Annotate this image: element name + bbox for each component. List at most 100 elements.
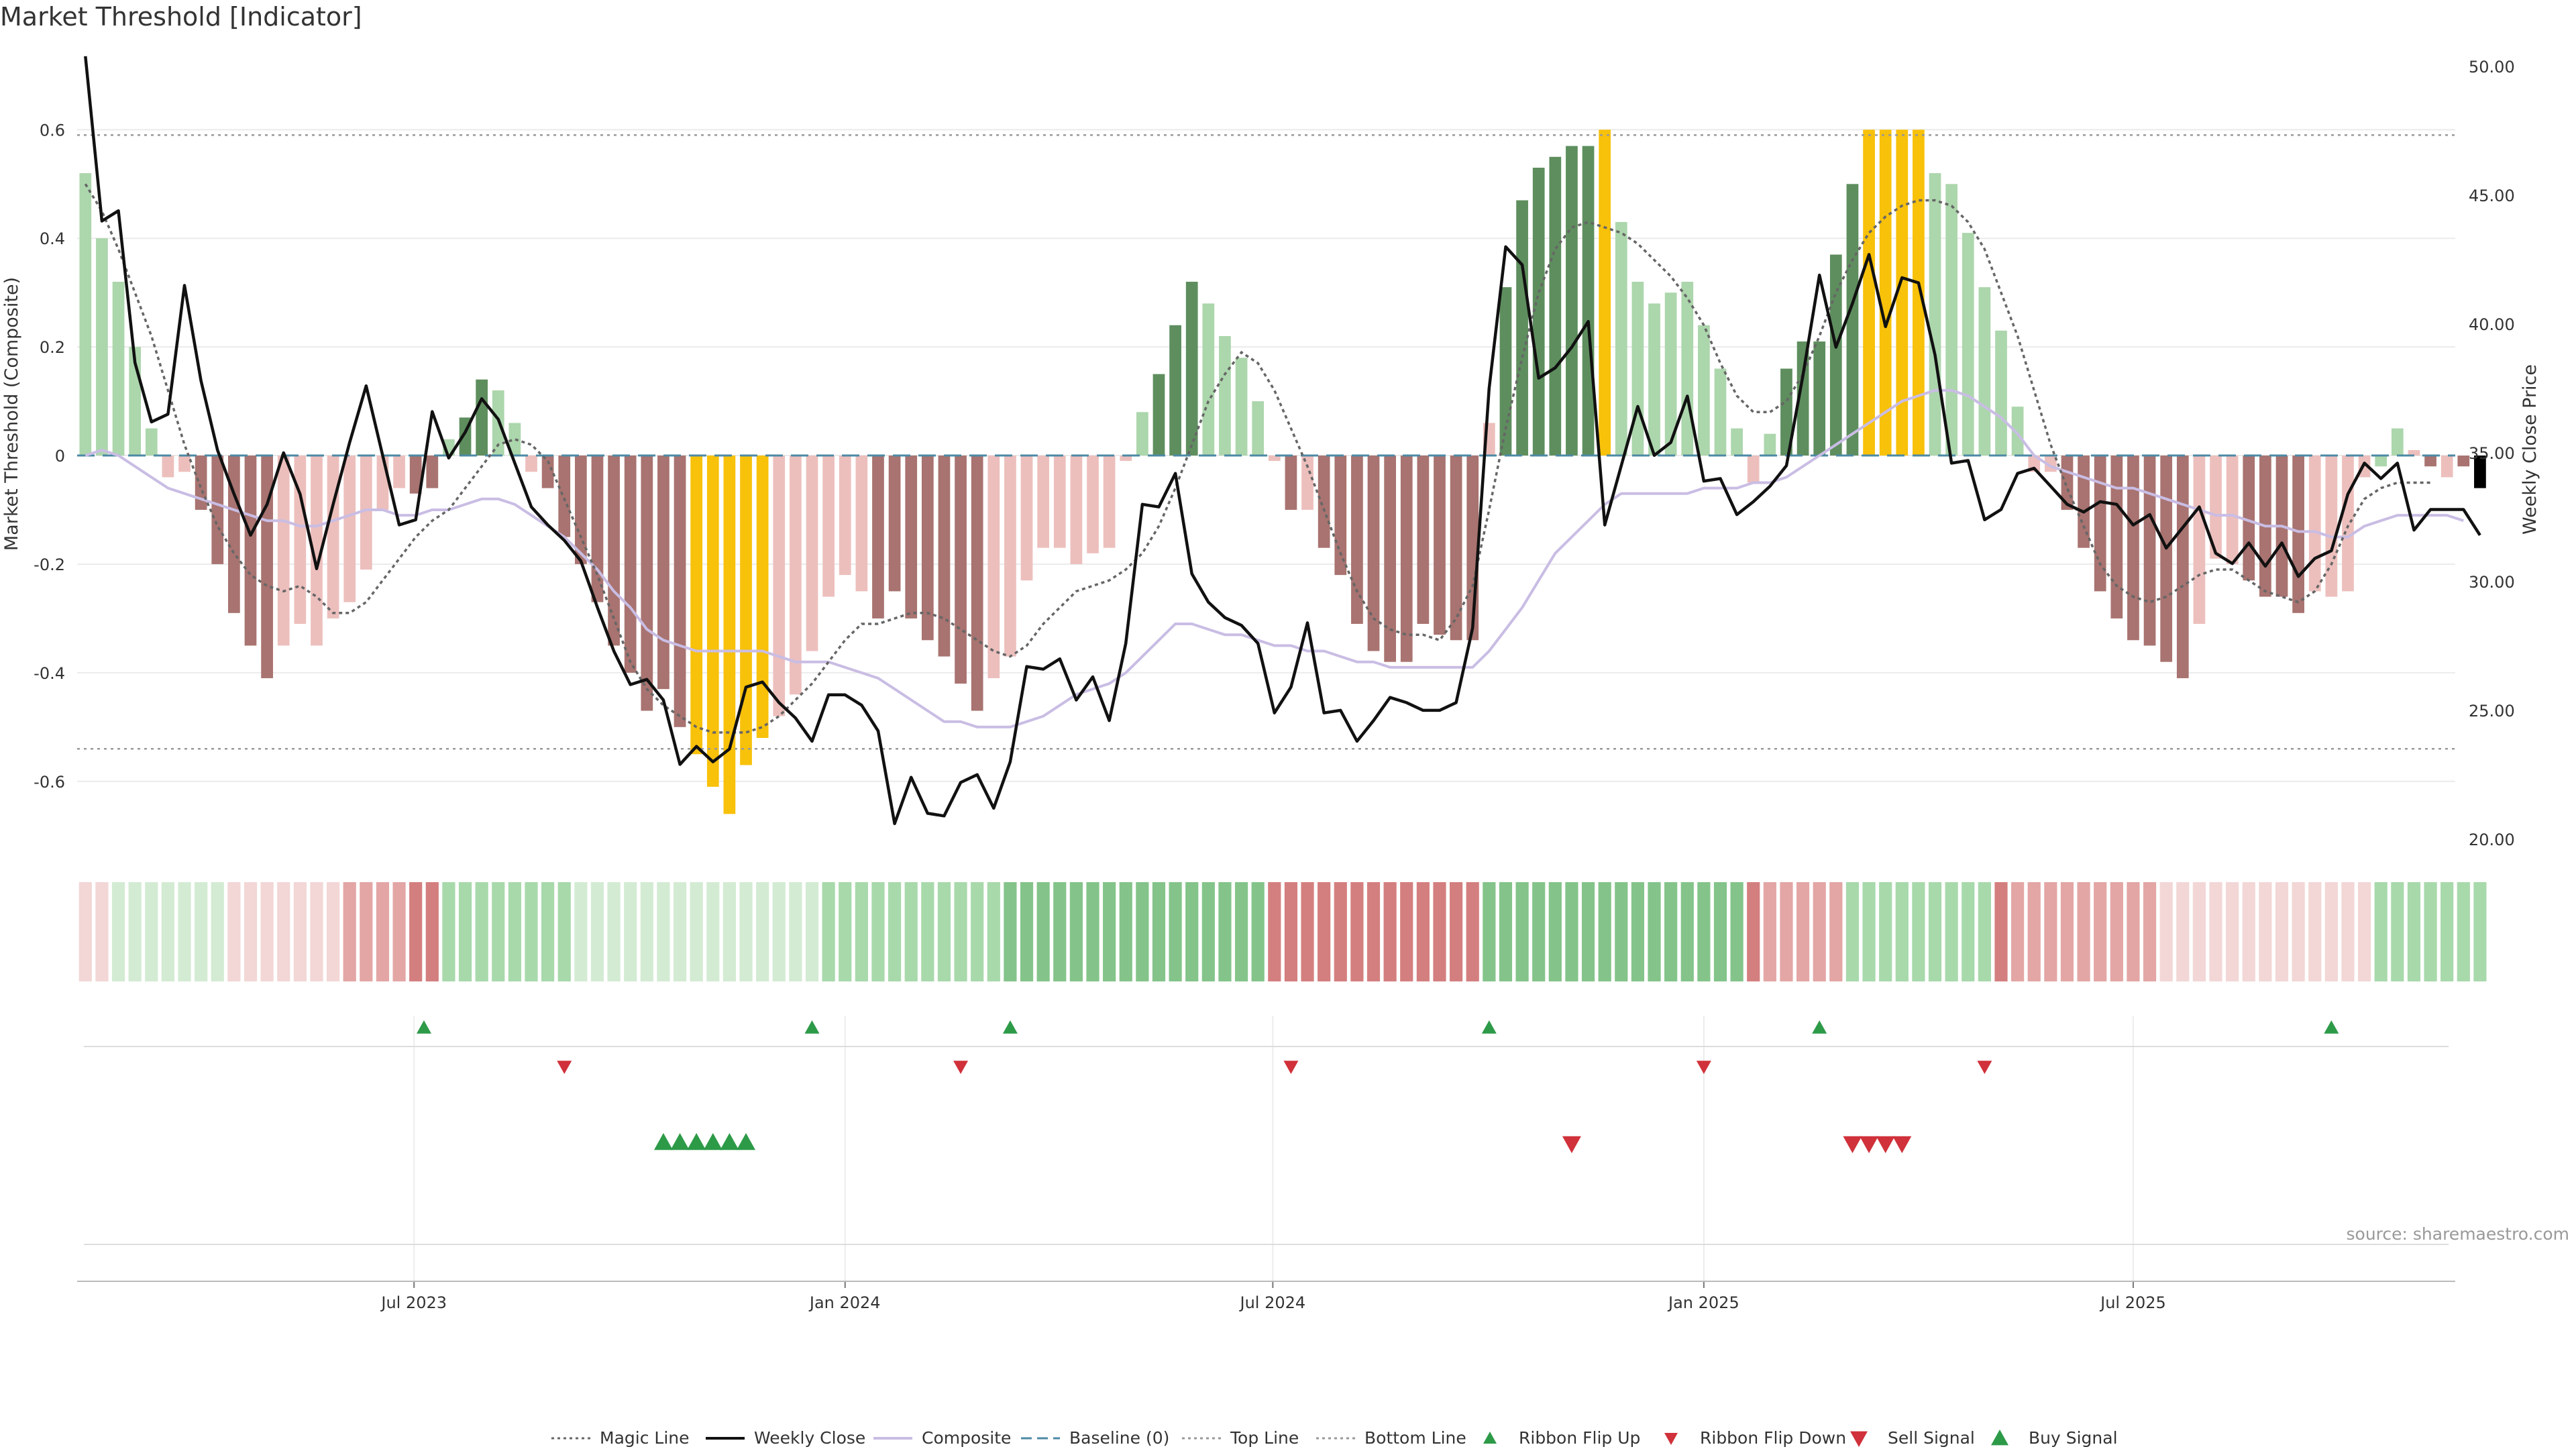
ribbon-cell: [937, 882, 951, 981]
ribbon-cell: [1136, 882, 1149, 981]
ribbon-cell: [178, 882, 191, 981]
threshold-bar: [1400, 455, 1413, 662]
ribbon-cell: [1978, 882, 1991, 981]
threshold-bar: [641, 455, 653, 711]
threshold-bar: [806, 455, 818, 651]
ribbon-cell: [690, 882, 703, 981]
ribbon-cell: [2424, 882, 2437, 981]
ribbon-cell: [2226, 882, 2239, 981]
ribbon-cell: [2457, 882, 2470, 981]
ribbon-cell: [244, 882, 258, 981]
ribbon-cell: [1366, 882, 1381, 981]
ribbon-cell: [508, 882, 521, 981]
ribbon-cell: [1994, 882, 2008, 981]
ribbon-cell: [1466, 882, 1479, 981]
legend-label: Sell Signal: [1888, 1428, 1975, 1448]
ribbon-cell: [376, 882, 390, 981]
ribbon-cell: [1103, 882, 1116, 981]
threshold-bar: [706, 455, 719, 787]
y2-tick-label: 25.00: [2469, 702, 2515, 720]
legend-label: Composite: [922, 1428, 1011, 1448]
ribbon-cell: [756, 882, 769, 981]
threshold-bar: [409, 455, 422, 494]
ribbon-cell: [1400, 882, 1413, 981]
threshold-bar: [1681, 282, 1694, 456]
ribbon-cell: [2292, 882, 2305, 981]
threshold-bar: [211, 455, 224, 564]
y-tick-label: -0.4: [34, 664, 65, 683]
ribbon-cell: [2308, 882, 2322, 981]
ribbon-flip-up-marker: [1481, 1020, 1497, 1034]
threshold-bar: [1301, 455, 1313, 510]
threshold-bar: [839, 455, 851, 576]
ribbon-cell: [1318, 882, 1331, 981]
threshold-bar: [178, 455, 191, 472]
threshold-bar: [476, 379, 488, 456]
ribbon-cell: [1879, 882, 1892, 981]
x-tick-label: Jan 2024: [808, 1293, 881, 1312]
ribbon-cell: [2473, 882, 2487, 981]
ribbon-cell: [2060, 882, 2074, 981]
threshold-bar: [426, 455, 439, 488]
threshold-bar: [1813, 341, 1826, 456]
legend-swatch: [1991, 1430, 2008, 1446]
threshold-bar: [1136, 412, 1148, 456]
threshold-bar: [624, 455, 637, 673]
threshold-bar: [1879, 129, 1892, 456]
threshold-bar: [1185, 282, 1198, 456]
legend-entry: Magic Line: [551, 1428, 690, 1448]
ribbon-flip-down-marker: [953, 1061, 969, 1074]
threshold-bar: [1896, 129, 1909, 456]
ribbon-cell: [442, 882, 455, 981]
y2-tick-label: 50.00: [2469, 58, 2515, 76]
ribbon-cell: [2242, 882, 2255, 981]
threshold-bar: [790, 455, 802, 695]
buy-signal-marker: [737, 1133, 756, 1150]
ribbon-cell: [260, 882, 274, 981]
threshold-bar: [1004, 455, 1016, 657]
y2-tick-label: 35.00: [2469, 444, 2515, 463]
ribbon-cell: [227, 882, 241, 981]
legend-entry: Weekly Close: [706, 1428, 865, 1448]
buy-signal-marker: [703, 1133, 722, 1150]
ribbon-cell: [2259, 882, 2272, 981]
threshold-bar: [558, 455, 571, 537]
y-axis-label: Market Threshold (Composite): [1, 277, 22, 551]
threshold-bar: [1037, 455, 1050, 548]
ribbon-cell: [541, 882, 555, 981]
y-tick-label: -0.6: [34, 773, 65, 792]
threshold-bar: [376, 455, 389, 510]
threshold-bar: [740, 455, 752, 765]
threshold-bar: [1384, 455, 1396, 662]
ribbon-cell: [1416, 882, 1430, 981]
ribbon-cell: [1450, 882, 1463, 981]
ribbon-cell: [1119, 882, 1132, 981]
threshold-bar: [591, 455, 604, 602]
ribbon-cell: [1020, 882, 1034, 981]
chart-title: Market Threshold [Indicator]: [0, 2, 362, 32]
source-credit: source: sharemaestro.com: [2347, 1224, 2570, 1244]
threshold-bar: [971, 455, 983, 711]
threshold-bar: [955, 455, 967, 684]
legend-entry: Baseline (0): [1021, 1428, 1169, 1448]
ribbon-cell: [326, 882, 340, 981]
ribbon-cell: [1796, 882, 1810, 981]
ribbon-cell: [1218, 882, 1232, 981]
y2-axis-label: Weekly Close Price: [2520, 364, 2540, 535]
threshold-bar: [756, 455, 769, 738]
ribbon-cell: [2341, 882, 2355, 981]
threshold-bar: [2308, 455, 2321, 592]
legend-swatch: [1664, 1433, 1678, 1445]
ribbon-cell: [805, 882, 819, 981]
threshold-bar: [855, 455, 868, 592]
ribbon-flip-up-marker: [416, 1020, 431, 1034]
y2-tick-label: 40.00: [2469, 315, 2515, 334]
threshold-bar: [938, 455, 951, 657]
ribbon-cell: [1962, 882, 1975, 981]
ribbon-cell: [161, 882, 175, 981]
ribbon-cell: [1747, 882, 1760, 981]
threshold-bar: [822, 455, 835, 597]
ribbon-cell: [607, 882, 621, 981]
threshold-bar: [360, 455, 372, 570]
threshold-bar: [294, 455, 307, 624]
